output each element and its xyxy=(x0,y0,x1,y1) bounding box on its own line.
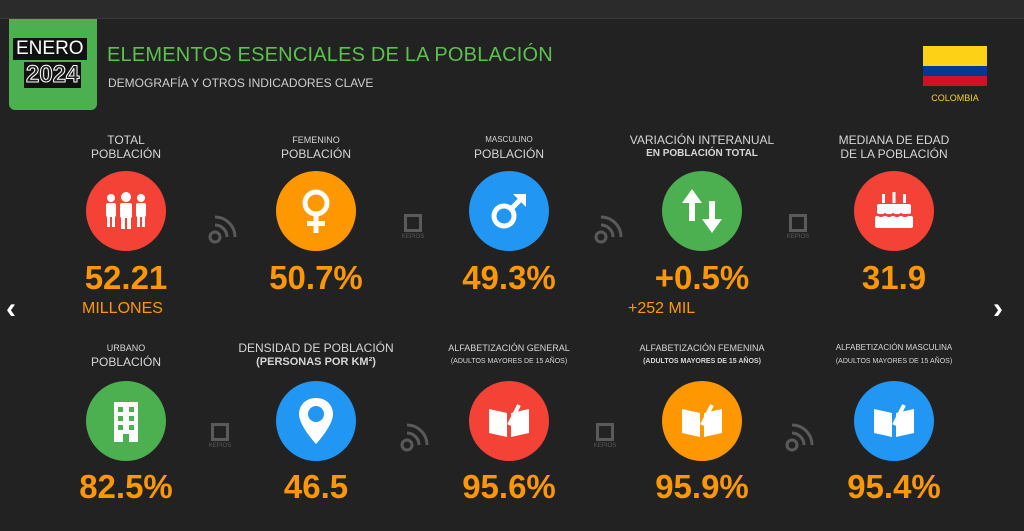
building-icon xyxy=(86,381,166,461)
stat-label-line2: (ADULTOS MAYORES DE 15 AÑOS) xyxy=(643,358,761,365)
kepios-logo-icon: KEPIOS xyxy=(205,423,235,449)
stat-label-line1: ALFABETIZACIÓN MASCULINA xyxy=(835,343,953,352)
stat-value: +0.5% xyxy=(654,259,750,296)
kepios-logo-icon: KEPIOS xyxy=(398,214,428,240)
stat-value: 95.6% xyxy=(462,468,556,505)
stat-label-line1: MASCULINO xyxy=(485,135,533,144)
stat-label-line1: VARIACIÓN INTERANUAL xyxy=(629,133,775,147)
share-watermark-icon xyxy=(594,215,623,244)
stat-label-line1: TOTAL xyxy=(107,133,145,147)
stat-value: 50.7% xyxy=(269,259,363,296)
page-title: ELEMENTOS ESENCIALES DE LA POBLACIÓN xyxy=(107,44,553,66)
updown-arrows-icon xyxy=(662,171,742,251)
colombia-flag-icon xyxy=(923,46,987,86)
stat-label-line1: ALFABETIZACIÓN FEMENINA xyxy=(639,343,765,353)
book-icon xyxy=(662,381,742,461)
male-icon xyxy=(469,171,549,251)
book-icon xyxy=(469,381,549,461)
stat-value: 49.3% xyxy=(462,259,556,296)
share-watermark-icon xyxy=(400,423,429,452)
stat-label-line2: (ADULTOS MAYORES DE 15 AÑOS) xyxy=(835,358,953,365)
people-icon xyxy=(86,171,166,251)
stat-extra: MILLONES xyxy=(82,300,163,317)
stat-label-line2: EN POBLACIÓN TOTAL xyxy=(646,148,758,159)
kepios-logo-icon: KEPIOS xyxy=(590,423,620,449)
stat-label-line2: POBLACIÓN xyxy=(90,147,162,161)
stat-label-line2: DE LA POBLACIÓN xyxy=(840,147,948,161)
page-subtitle: DEMOGRAFÍA Y OTROS INDICADORES CLAVE xyxy=(108,76,374,90)
country-label: COLOMBIA xyxy=(931,93,979,103)
badge-year: 2024 xyxy=(24,61,82,88)
stat-value: 52.21 xyxy=(84,259,168,296)
share-watermark-icon xyxy=(208,215,237,244)
stat-label-line2: (ADULTOS MAYORES DE 15 AÑOS) xyxy=(450,358,568,365)
stat-value: 95.9% xyxy=(655,468,749,505)
prev-arrow-button[interactable]: ‹ xyxy=(6,292,16,325)
stat-label-line1: DENSIDAD DE POBLACIÓN xyxy=(238,341,394,355)
stat-label-line1: ALFABETIZACIÓN GENERAL xyxy=(448,343,570,353)
badge-month: ENERO xyxy=(13,38,87,60)
stat-value: 46.5 xyxy=(283,468,349,505)
stat-value: 31.9 xyxy=(861,259,927,296)
stat-label-line1: FEMENINO xyxy=(292,135,340,145)
book-icon xyxy=(854,381,934,461)
stat-value: 95.4% xyxy=(847,468,941,505)
stat-label-line2: POBLACIÓN xyxy=(473,147,545,161)
kepios-logo-icon: KEPIOS xyxy=(783,214,813,240)
stat-label-line2: (PERSONAS POR KM²) xyxy=(256,356,376,368)
stat-value: 82.5% xyxy=(79,468,173,505)
share-watermark-icon xyxy=(785,423,814,452)
stat-label-line1: MEDIANA DE EDAD xyxy=(838,133,950,147)
top-bar xyxy=(0,0,1024,19)
stat-label-line2: POBLACIÓN xyxy=(280,147,352,161)
female-icon xyxy=(276,171,356,251)
stat-label-line1: URBANO xyxy=(106,343,146,353)
birthday-cake-icon xyxy=(854,171,934,251)
stat-extra: +252 MIL xyxy=(628,300,696,317)
location-pin-icon xyxy=(276,381,356,461)
next-arrow-button[interactable]: › xyxy=(993,292,1003,325)
stat-label-line2: POBLACIÓN xyxy=(90,355,162,369)
